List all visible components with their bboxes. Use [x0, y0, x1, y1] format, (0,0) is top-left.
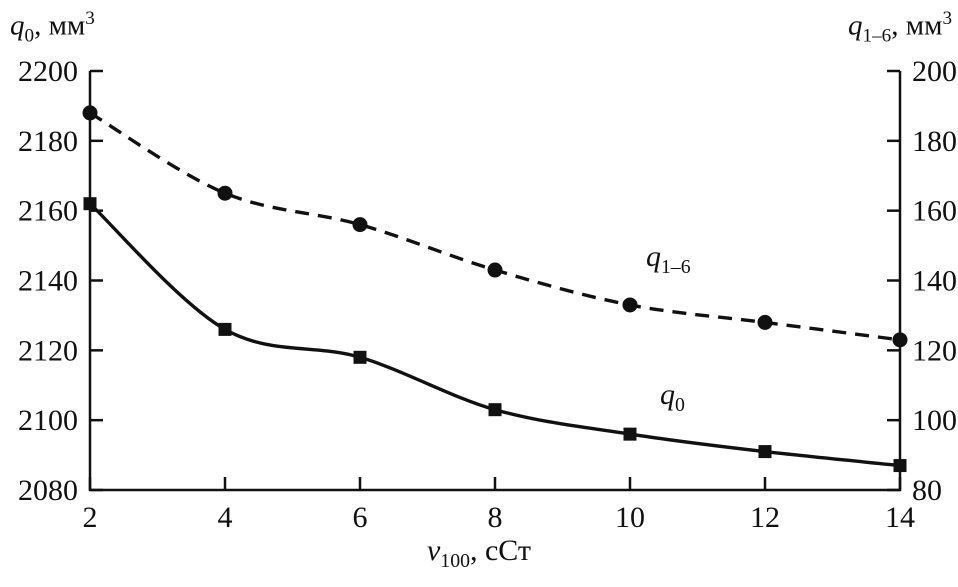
data-point-q1-6 [352, 217, 368, 233]
data-point-q1-6 [82, 105, 98, 121]
y-left-tick-label: 2100 [18, 404, 78, 437]
data-point-q0 [488, 403, 502, 417]
x-tick-label: 12 [750, 501, 780, 534]
left-axis-title-sup: 3 [85, 8, 95, 29]
x-axis-title-sub: 100 [440, 550, 470, 572]
x-tick-label: 14 [885, 501, 915, 534]
y-right-tick-label: 120 [912, 334, 957, 367]
right-axis-title-unit: , мм [891, 9, 943, 42]
series-label-q0-sub: 0 [675, 394, 685, 416]
data-point-q0 [893, 459, 907, 473]
series-line-q0 [88, 202, 901, 468]
data-point-q0 [218, 322, 232, 336]
x-tick-label: 10 [615, 501, 645, 534]
data-point-q1-6 [757, 314, 773, 330]
y-right-tick-label: 200 [912, 55, 957, 88]
series-label-q0-var: q [660, 378, 675, 411]
data-point-q1-6 [892, 332, 908, 348]
data-point-q0 [83, 197, 97, 211]
x-tick-label: 8 [488, 501, 503, 534]
x-axis-title-unit: , сСт [469, 534, 532, 567]
y-right-tick-label: 140 [912, 265, 957, 298]
plot-spines [88, 71, 902, 492]
x-tick-label: 4 [218, 501, 233, 534]
x-axis-title-var: v [426, 534, 441, 567]
data-point-q0 [353, 350, 367, 364]
right-axis-title-sub: 1–6 [862, 25, 892, 47]
series-line-q1-6 [89, 111, 901, 342]
x-tick-label: 2 [83, 501, 98, 534]
data-point-q0 [623, 427, 637, 441]
series-label-q1-6-var: q [646, 240, 661, 273]
x-axis-title: v100, сСт [0, 534, 958, 573]
left-axis-title-unit: , мм [34, 9, 86, 42]
series-label-q1-6: q1–6 [646, 240, 691, 279]
y-right-tick-label: 180 [912, 125, 957, 158]
y-left-tick-label: 2160 [18, 195, 78, 228]
y-left-tick-label: 2140 [18, 265, 78, 298]
left-axis-title-sub: 0 [24, 25, 35, 47]
data-point-q1-6 [622, 297, 638, 313]
right-axis-title: q1–6, мм3 [848, 8, 952, 47]
y-left-tick-label: 2120 [18, 334, 78, 367]
data-point-q1-6 [487, 262, 503, 278]
data-point-q0 [758, 445, 772, 459]
y-right-tick-label: 100 [912, 404, 957, 437]
y-right-tick-label: 160 [912, 195, 957, 228]
left-axis-title: q0, мм3 [10, 8, 95, 47]
data-point-q1-6 [217, 185, 233, 201]
y-left-tick-label: 2200 [18, 55, 78, 88]
right-axis-title-var: q [848, 9, 863, 42]
left-axis-title-var: q [10, 9, 25, 42]
x-tick-label: 6 [353, 501, 368, 534]
y-right-tick-label: 80 [912, 474, 942, 507]
y-left-tick-label: 2180 [18, 125, 78, 158]
series-label-q0: q0 [660, 378, 685, 417]
series-label-q1-6-sub: 1–6 [661, 256, 691, 278]
y-left-tick-label: 2080 [18, 474, 78, 507]
right-axis-title-sup: 3 [942, 8, 952, 29]
